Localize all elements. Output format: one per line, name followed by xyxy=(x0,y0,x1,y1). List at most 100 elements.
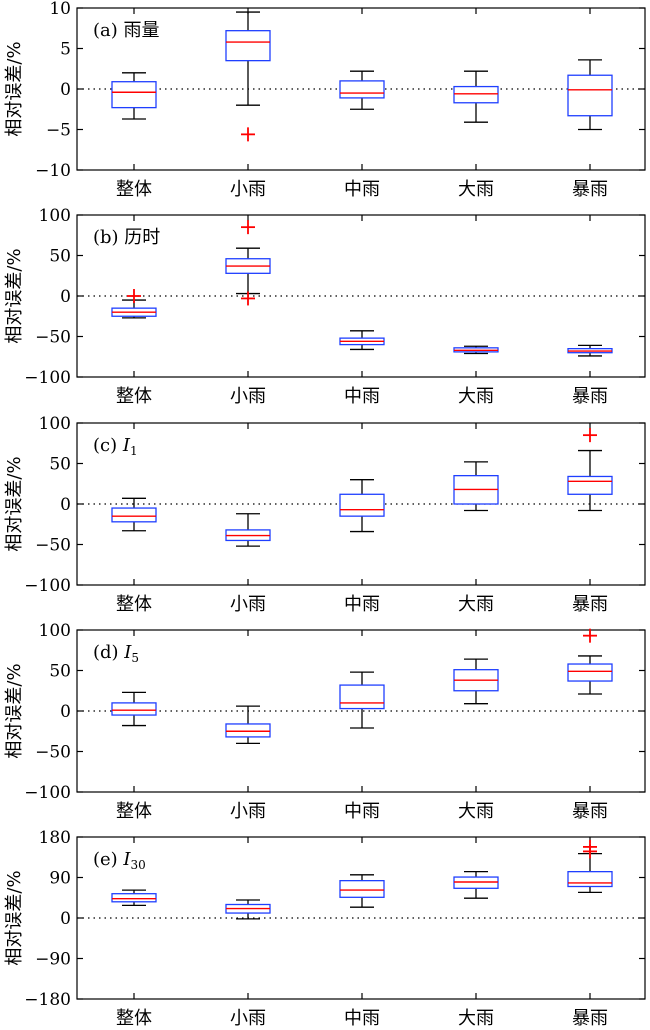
category-label: 大雨 xyxy=(458,801,494,822)
iqr-box xyxy=(225,30,271,62)
category-label: 大雨 xyxy=(458,1008,494,1029)
category-label: 整体 xyxy=(116,386,152,407)
box-整体 xyxy=(111,72,157,120)
y-tick-label: 100 xyxy=(39,206,71,226)
y-tick-label: −180 xyxy=(24,990,71,1010)
box-小雨 xyxy=(225,705,271,745)
iqr-box xyxy=(111,81,157,109)
box-整体 xyxy=(111,497,157,532)
category-label: 小雨 xyxy=(230,386,266,407)
panel-3: −100 −50 0 50 100 整体 小雨 中雨 大雨 暴雨 相对误差/% (c) I1 xyxy=(4,414,646,615)
iqr-box xyxy=(111,893,157,903)
panel-4: −100 −50 0 50 100 整体 小雨 中雨 大雨 暴雨 相对误差/% (d) I5 xyxy=(4,621,646,822)
plot-frame xyxy=(76,214,646,378)
box-暴雨 xyxy=(567,428,613,512)
box-大雨 xyxy=(453,345,499,355)
category-label: 中雨 xyxy=(344,801,380,822)
box-暴雨 xyxy=(567,628,613,695)
y-tick-label: −50 xyxy=(35,536,71,556)
box-小雨 xyxy=(225,11,271,142)
box-暴雨 xyxy=(567,344,613,357)
y-tick-label: −50 xyxy=(35,328,71,348)
iqr-box xyxy=(225,723,271,738)
panel-1: −10 −5 0 5 10 整体 小雨 中雨 大雨 暴雨 相对误差/% (a) 雨量 xyxy=(4,0,646,200)
y-tick-label: −50 xyxy=(35,743,71,763)
y-tick-label: 90 xyxy=(49,869,71,889)
panel-5: −180 −90 0 90 180 整体 小雨 中雨 大雨 暴雨 相对误差/% (e) I30 xyxy=(4,828,646,1029)
y-axis-label: 相对误差/% xyxy=(4,456,25,551)
iqr-box xyxy=(453,85,499,104)
category-label: 大雨 xyxy=(458,386,494,407)
box-大雨 xyxy=(453,70,499,123)
panel-title: (e) I30 xyxy=(93,849,146,872)
outlier-marker xyxy=(127,289,141,303)
iqr-box xyxy=(339,880,385,898)
outlier-marker xyxy=(583,628,597,643)
iqr-box xyxy=(567,871,613,888)
box-整体 xyxy=(111,889,157,907)
category-label: 小雨 xyxy=(230,1008,266,1029)
category-label: 整体 xyxy=(116,594,152,615)
iqr-box xyxy=(567,663,613,682)
outlier-marker xyxy=(241,291,255,306)
iqr-box xyxy=(111,702,157,716)
box-中雨 xyxy=(339,874,385,908)
category-label: 小雨 xyxy=(230,594,266,615)
outlier-marker xyxy=(241,220,255,235)
box-中雨 xyxy=(339,330,385,351)
y-axis-label: 相对误差/% xyxy=(4,663,25,758)
plot-frame xyxy=(76,629,646,793)
y-axis-label: 相对误差/% xyxy=(4,870,25,965)
y-axis-label: 相对误差/% xyxy=(4,41,25,136)
y-tick-label: 50 xyxy=(49,455,71,475)
panel-title: (d) I5 xyxy=(93,642,139,665)
y-tick-label: −100 xyxy=(24,368,71,388)
category-label: 中雨 xyxy=(344,386,380,407)
box-暴雨 xyxy=(567,839,613,893)
plot-frame xyxy=(76,836,646,1000)
category-label: 整体 xyxy=(116,801,152,822)
box-中雨 xyxy=(339,671,385,729)
y-tick-label: −10 xyxy=(35,161,71,181)
y-tick-label: 0 xyxy=(60,702,71,722)
y-tick-label: −100 xyxy=(24,576,71,596)
y-tick-label: 10 xyxy=(49,0,71,19)
box-大雨 xyxy=(453,461,499,512)
y-tick-label: 5 xyxy=(60,40,71,60)
panel-title: (c) I1 xyxy=(93,435,138,458)
box-中雨 xyxy=(339,479,385,533)
category-label: 暴雨 xyxy=(572,1008,608,1029)
category-label: 大雨 xyxy=(458,179,494,200)
box-整体 xyxy=(111,691,157,727)
box-大雨 xyxy=(453,871,499,899)
y-tick-label: 180 xyxy=(39,828,71,848)
panel-title: (a) 雨量 xyxy=(93,20,160,41)
y-tick-label: 50 xyxy=(49,662,71,682)
y-tick-label: 0 xyxy=(60,495,71,515)
iqr-box xyxy=(339,80,385,99)
outlier-marker xyxy=(583,839,597,854)
category-label: 暴雨 xyxy=(572,386,608,407)
category-label: 大雨 xyxy=(458,594,494,615)
category-label: 暴雨 xyxy=(572,801,608,822)
panel-title: (b) 历时 xyxy=(93,227,160,248)
category-label: 暴雨 xyxy=(572,179,608,200)
box-小雨 xyxy=(225,899,271,920)
box-暴雨 xyxy=(567,59,613,131)
iqr-box xyxy=(339,684,385,710)
y-tick-label: 100 xyxy=(39,414,71,434)
outlier-marker xyxy=(583,428,597,443)
category-label: 小雨 xyxy=(230,179,266,200)
category-label: 中雨 xyxy=(344,1008,380,1029)
iqr-box xyxy=(567,74,613,117)
y-tick-label: −90 xyxy=(35,950,71,970)
category-label: 中雨 xyxy=(344,594,380,615)
y-tick-label: −100 xyxy=(24,783,71,803)
iqr-box xyxy=(111,507,157,523)
iqr-box xyxy=(339,493,385,517)
y-tick-label: 0 xyxy=(60,287,71,307)
category-label: 中雨 xyxy=(344,179,380,200)
y-axis-label: 相对误差/% xyxy=(4,248,25,343)
y-tick-label: 0 xyxy=(60,909,71,929)
